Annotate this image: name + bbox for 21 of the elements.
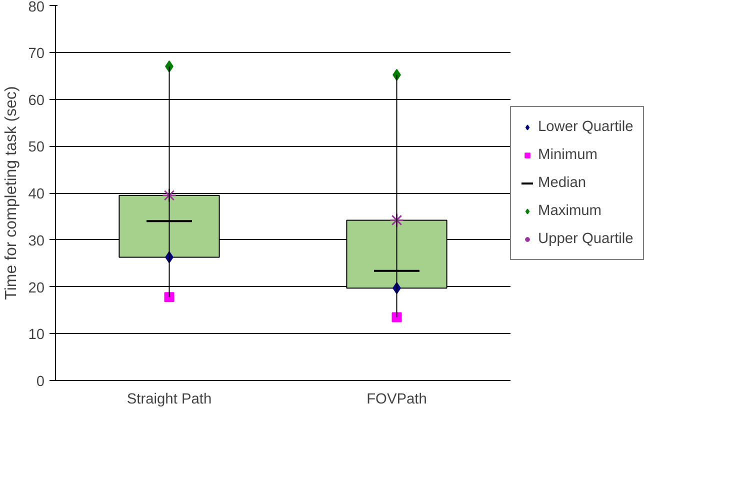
point (390, 212, 404, 228)
y-tick-label: 20 (28, 280, 45, 296)
y-tick-label: 10 (28, 327, 45, 344)
legend-label: Median (538, 175, 586, 191)
legend-label: Minimum (538, 147, 598, 163)
point (162, 188, 176, 203)
y-tick-label: 0 (36, 374, 45, 390)
y-tick-label: 40 (28, 186, 45, 202)
y-axis-title: Time for completing task (sec) (3, 86, 20, 300)
legend-label: Upper Quartile (538, 231, 634, 247)
legend-label: Lower Quartile (538, 119, 634, 135)
y-tick-label: 30 (28, 233, 45, 250)
y-tick-label: 80 (28, 0, 45, 16)
point (164, 292, 174, 302)
y-tick-label: 60 (28, 92, 45, 109)
y-tick-label: 70 (28, 46, 45, 62)
x-tick-label: FOVPath (366, 392, 427, 408)
y-tick-label: 50 (28, 140, 45, 156)
x-tick-label: Straight Path (126, 392, 212, 408)
point (392, 312, 402, 322)
legend-label: Maximum (538, 203, 602, 219)
